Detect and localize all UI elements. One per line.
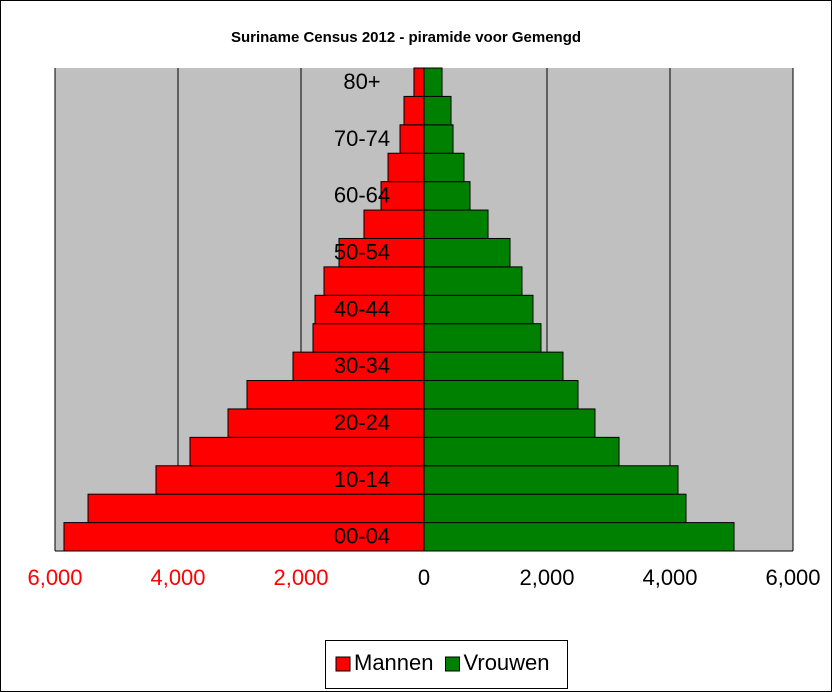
bar	[423, 152, 465, 183]
bar	[292, 351, 425, 382]
category-label: 30-34	[334, 353, 390, 378]
bar	[423, 181, 471, 211]
bar	[423, 209, 489, 239]
bar	[403, 95, 425, 126]
bar	[423, 351, 564, 382]
bar	[423, 237, 511, 268]
x-tick-label: 4,000	[150, 565, 205, 590]
bar	[423, 67, 443, 97]
category-label: 20-24	[334, 410, 390, 435]
bar	[323, 266, 425, 296]
bar	[387, 152, 425, 183]
category-label: 40-44	[334, 296, 390, 321]
bar	[413, 67, 425, 97]
legend-label: Vrouwen	[464, 650, 550, 675]
x-tick-label: 2,000	[519, 565, 574, 590]
bar	[423, 380, 579, 410]
bar	[314, 294, 425, 325]
bar	[189, 436, 425, 467]
legend-label: Mannen	[354, 650, 434, 675]
category-label: 00-04	[334, 524, 390, 549]
bar	[423, 436, 620, 467]
legend-swatch	[335, 656, 351, 672]
category-label: 60-64	[334, 183, 390, 208]
bar	[380, 181, 425, 211]
bar	[423, 95, 452, 126]
bar	[63, 522, 425, 552]
bar	[423, 408, 596, 438]
x-tick-label: 2,000	[273, 565, 328, 590]
bar	[338, 237, 425, 268]
bar	[246, 380, 425, 410]
x-tick-label: 0	[418, 565, 430, 590]
bar	[423, 522, 735, 552]
bar	[399, 124, 425, 154]
x-tick-label: 6,000	[765, 565, 820, 590]
bar	[423, 493, 687, 524]
category-label: 70-74	[334, 126, 390, 151]
bar	[423, 323, 542, 353]
chart-title: Suriname Census 2012 - piramide voor Gem…	[231, 29, 581, 46]
bar	[423, 266, 523, 296]
bar	[227, 408, 425, 438]
bar	[423, 465, 679, 495]
bar	[363, 209, 425, 239]
bar	[312, 323, 425, 353]
legend-swatch	[445, 656, 461, 672]
x-tick-label: 6,000	[27, 565, 82, 590]
category-label: 10-14	[334, 467, 390, 492]
bar	[87, 493, 425, 524]
bar	[155, 465, 425, 495]
bar	[423, 294, 534, 325]
x-tick-label: 4,000	[642, 565, 697, 590]
bar	[423, 124, 454, 154]
category-label: 80+	[343, 69, 380, 94]
category-label: 50-54	[334, 239, 390, 264]
